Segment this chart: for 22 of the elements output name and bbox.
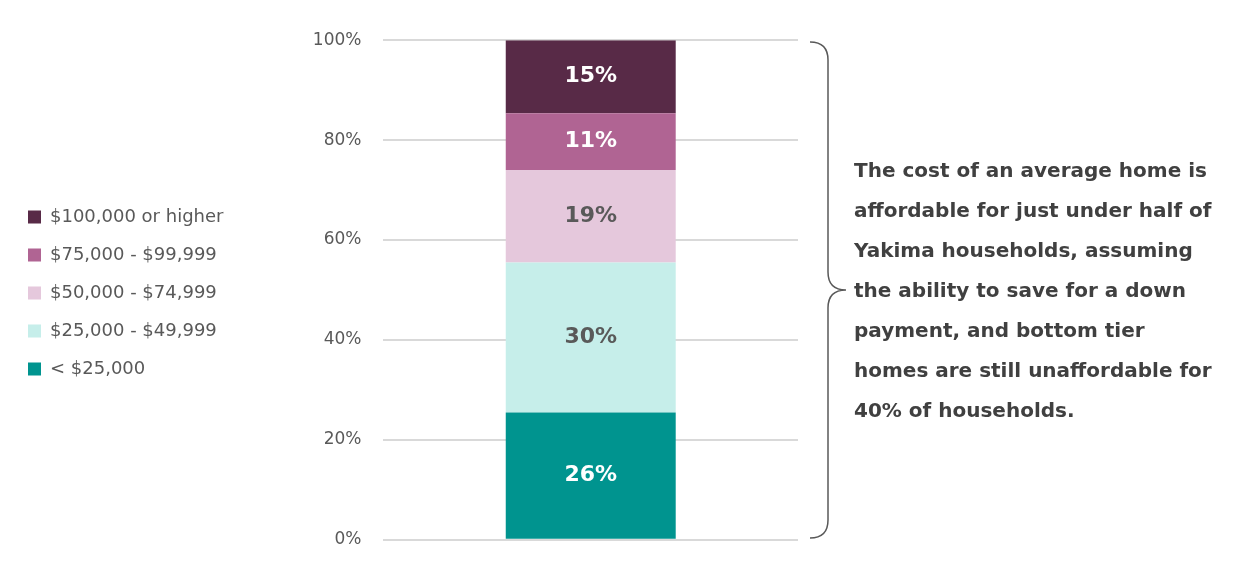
text: The cost of an average home is affordable for just under half of Yakima households, assuming the ability to save for a down payment, and bottom tier homes are still unaffordable for 40% of households. <box>854 157 1213 424</box>
y-tick-label: 60% <box>323 228 362 249</box>
data-label: 19% <box>564 202 618 228</box>
y-tick-label: 20% <box>323 428 362 449</box>
y-tick-label: 0% <box>334 528 362 549</box>
bar <box>505 262 676 413</box>
bar <box>505 412 676 539</box>
bar <box>505 170 676 263</box>
legend-label: $75,000 - $99,999 <box>50 242 217 264</box>
data-label: 15% <box>564 62 618 88</box>
bar <box>505 40 676 114</box>
legend-label: $25,000 - $49,999 <box>50 318 217 340</box>
data-label: 30% <box>564 323 618 349</box>
legend-label: $100,000 or higher <box>50 204 225 226</box>
data-label: 26% <box>564 461 618 487</box>
data-label: 11% <box>564 127 618 153</box>
legend-label: < $25,000 <box>50 356 146 378</box>
y-tick-label: 80% <box>323 128 362 149</box>
legend-label: $50,000 - $74,999 <box>50 280 217 302</box>
y-tick-label: 40% <box>323 328 362 349</box>
bar <box>505 113 676 171</box>
y-tick-label: 100% <box>312 28 362 49</box>
